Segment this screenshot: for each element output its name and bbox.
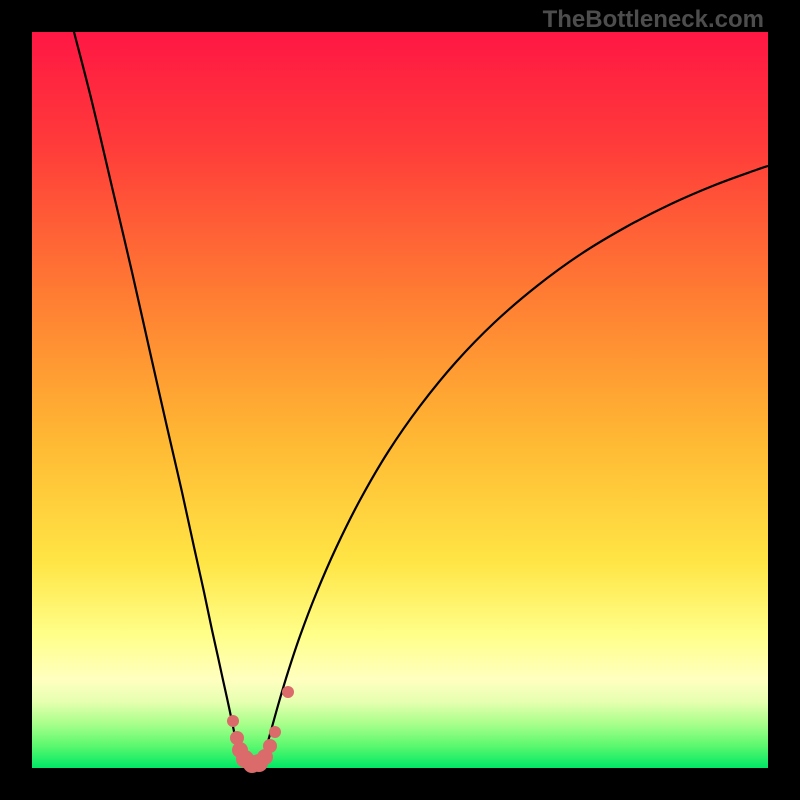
markers-layer <box>32 32 768 768</box>
watermark-text: TheBottleneck.com <box>543 6 764 34</box>
curve-marker <box>263 739 277 753</box>
curve-marker <box>282 686 294 698</box>
curve-marker <box>227 715 239 727</box>
figure-root: TheBottleneck.com <box>0 0 800 800</box>
plot-area <box>32 32 768 768</box>
curve-marker <box>269 726 281 738</box>
